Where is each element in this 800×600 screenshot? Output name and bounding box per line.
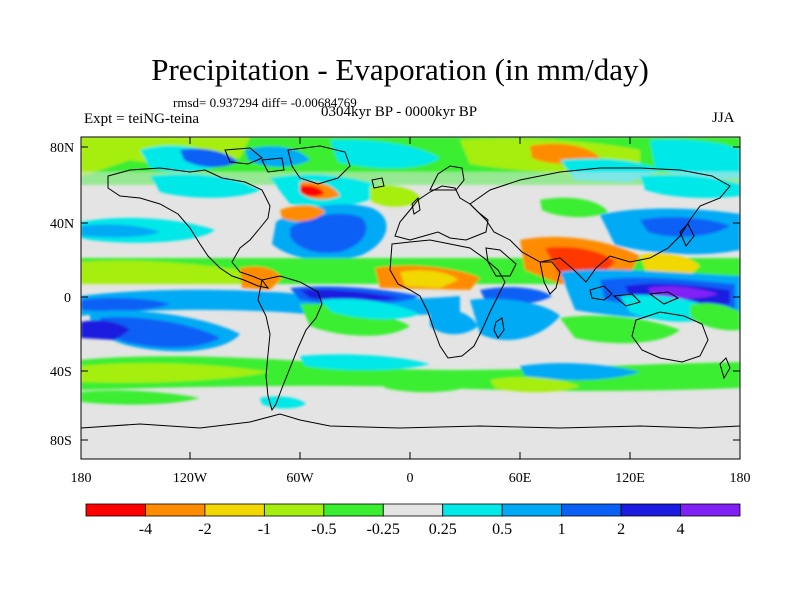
coastlines bbox=[81, 145, 740, 429]
colorbar-labels: -4 -2 -1 -0.5 -0.25 0.25 0.5 1 2 4 bbox=[139, 521, 685, 538]
colorbar-swatch-6 bbox=[442, 503, 503, 517]
colorbar-swatch-3 bbox=[263, 503, 325, 517]
colorbar-label-7: 1 bbox=[558, 521, 566, 538]
colorbar-label-4: -0.25 bbox=[367, 521, 400, 538]
lat-label-80n: 80N bbox=[50, 141, 74, 156]
lon-label-60w: 60W bbox=[286, 471, 314, 486]
colorbar-label-5: 0.25 bbox=[429, 521, 457, 538]
colorbar-label-8: 2 bbox=[617, 521, 625, 538]
colorbar-label-0: -4 bbox=[139, 521, 152, 538]
colorbar-swatch-9 bbox=[620, 503, 681, 517]
colorbar-swatch-2 bbox=[204, 503, 265, 517]
colorbar-label-2: -1 bbox=[258, 521, 271, 538]
period-label: 0304kyr BP - 0000kyr BP bbox=[321, 104, 478, 120]
lon-label-180e: 180 bbox=[730, 471, 751, 486]
colorbar-swatch-5 bbox=[382, 503, 444, 517]
lon-label-120w: 120W bbox=[173, 471, 208, 486]
colorbar-swatch-10 bbox=[680, 503, 741, 517]
colorbar-label-9: 4 bbox=[677, 521, 685, 538]
season-label: JJA bbox=[712, 110, 735, 126]
lon-label-180w: 180 bbox=[71, 471, 92, 486]
colorbar-swatch-0 bbox=[85, 503, 146, 517]
colorbar-swatch-1 bbox=[145, 503, 206, 517]
lon-label-60e: 60E bbox=[509, 471, 532, 486]
colorbar-swatch-7 bbox=[501, 503, 563, 517]
colorbar bbox=[85, 503, 741, 517]
lat-label-40n: 40N bbox=[50, 217, 74, 232]
field-layer bbox=[81, 137, 740, 409]
colorbar-label-3: -0.5 bbox=[311, 521, 336, 538]
colorbar-swatch-8 bbox=[561, 503, 622, 517]
lat-label-40s: 40S bbox=[50, 365, 72, 380]
colorbar-label-6: 0.5 bbox=[492, 521, 512, 538]
map-title: Precipitation - Evaporation (in mm/day) bbox=[151, 52, 649, 87]
lon-label-120e: 120E bbox=[615, 471, 645, 486]
lon-label-0: 0 bbox=[407, 471, 414, 486]
lat-label-0: 0 bbox=[64, 291, 71, 306]
colorbar-label-1: -2 bbox=[198, 521, 211, 538]
lat-ticks bbox=[81, 146, 740, 441]
experiment-label: Expt = teiNG-teina bbox=[84, 111, 200, 127]
lon-ticks bbox=[189, 137, 631, 459]
colorbar-swatch-4 bbox=[323, 503, 384, 517]
lat-label-80s: 80S bbox=[50, 434, 72, 449]
stats-text: rmsd= 0.937294 diff= -0.00684769 bbox=[173, 95, 357, 110]
